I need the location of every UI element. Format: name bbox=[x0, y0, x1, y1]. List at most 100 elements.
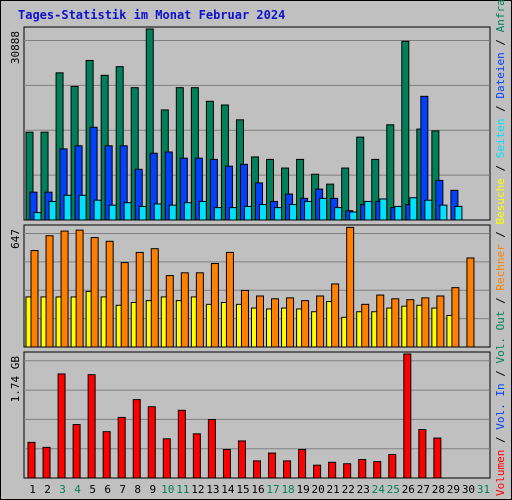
bar-rechner-7 bbox=[120, 262, 129, 348]
day-label-21: 21 bbox=[327, 483, 340, 496]
bar-rechner-9 bbox=[150, 248, 159, 348]
legend-6: Rechner bbox=[494, 244, 507, 291]
day-label-9: 9 bbox=[149, 483, 156, 496]
bar-seiten-18 bbox=[289, 204, 298, 221]
bar-seiten-12 bbox=[198, 200, 207, 221]
bar-volumen-2 bbox=[42, 446, 51, 479]
day-label-2: 2 bbox=[44, 483, 51, 496]
bar-volumen-27 bbox=[418, 429, 427, 479]
y-max-label: 30888 bbox=[9, 31, 22, 64]
bar-rechner-11 bbox=[180, 272, 189, 348]
bar-seiten-15 bbox=[243, 205, 252, 221]
bar-seiten-3 bbox=[63, 194, 72, 221]
day-label-5: 5 bbox=[89, 483, 96, 496]
bar-rechner-30 bbox=[466, 257, 475, 348]
bar-seiten-7 bbox=[123, 202, 132, 221]
bar-rechner-26 bbox=[406, 299, 415, 348]
day-label-13: 13 bbox=[206, 483, 219, 496]
bar-seiten-23 bbox=[364, 200, 373, 221]
bar-seiten-9 bbox=[153, 203, 162, 221]
bar-volumen-26 bbox=[403, 353, 412, 479]
bar-volumen-13 bbox=[207, 419, 216, 479]
bar-anfragen-26 bbox=[401, 40, 410, 221]
bar-rechner-29 bbox=[451, 287, 460, 348]
day-label-15: 15 bbox=[236, 483, 249, 496]
bar-volumen-10 bbox=[162, 438, 171, 479]
day-label-27: 27 bbox=[417, 483, 430, 496]
bar-seiten-19 bbox=[304, 200, 313, 221]
day-label-18: 18 bbox=[281, 483, 294, 496]
legend-14: Anfragen bbox=[494, 0, 507, 32]
day-label-17: 17 bbox=[266, 483, 279, 496]
y-max-label: 1.74 GB bbox=[9, 356, 22, 403]
bar-volumen-7 bbox=[117, 416, 126, 479]
legend-12: Dateien bbox=[494, 52, 507, 98]
day-label-12: 12 bbox=[191, 483, 204, 496]
day-label-29: 29 bbox=[447, 483, 460, 496]
bar-rechner-21 bbox=[331, 283, 340, 348]
bar-seiten-4 bbox=[78, 194, 87, 221]
bar-volumen-22 bbox=[343, 463, 352, 479]
bar-volumen-15 bbox=[237, 440, 246, 479]
day-label-6: 6 bbox=[104, 483, 111, 496]
bar-rechner-4 bbox=[75, 229, 84, 348]
legend-3: / bbox=[494, 364, 507, 384]
bar-seiten-2 bbox=[48, 200, 57, 221]
bar-volumen-28 bbox=[433, 437, 442, 479]
bar-rechner-16 bbox=[255, 295, 264, 348]
bar-seiten-8 bbox=[138, 205, 147, 221]
bar-volumen-16 bbox=[252, 460, 261, 479]
bar-volumen-5 bbox=[87, 374, 96, 479]
legend-9: / bbox=[494, 158, 507, 178]
page-title: Tages-Statistik im Monat Februar 2024 bbox=[18, 8, 286, 22]
bar-volumen-6 bbox=[102, 431, 111, 479]
day-label-30: 30 bbox=[462, 483, 475, 496]
bar-rechner-20 bbox=[316, 295, 325, 348]
bar-rechner-22 bbox=[346, 226, 355, 348]
legend-11: / bbox=[494, 99, 507, 119]
bar-seiten-6 bbox=[108, 204, 117, 221]
bar-rechner-19 bbox=[301, 300, 310, 348]
y-max-label: 647 bbox=[9, 229, 22, 249]
bar-rechner-17 bbox=[271, 298, 280, 348]
bar-seiten-1 bbox=[33, 212, 42, 221]
bar-rechner-13 bbox=[210, 263, 219, 348]
legend-4: Vol. Out bbox=[494, 311, 507, 364]
day-label-19: 19 bbox=[296, 483, 309, 496]
bar-volumen-12 bbox=[192, 433, 201, 479]
day-label-8: 8 bbox=[134, 483, 141, 496]
bar-seiten-29 bbox=[454, 205, 463, 221]
day-label-25: 25 bbox=[387, 483, 400, 496]
day-label-23: 23 bbox=[357, 483, 370, 496]
bar-rechner-10 bbox=[165, 275, 174, 348]
bar-rechner-25 bbox=[391, 298, 400, 348]
bar-seiten-24 bbox=[379, 198, 388, 221]
bar-volumen-8 bbox=[132, 399, 141, 479]
bar-volumen-18 bbox=[283, 460, 292, 479]
bar-seiten-26 bbox=[409, 197, 418, 221]
bar-volumen-4 bbox=[72, 424, 81, 479]
day-label-3: 3 bbox=[59, 483, 66, 496]
bar-rechner-2 bbox=[45, 235, 54, 348]
bar-seiten-10 bbox=[168, 204, 177, 221]
bar-rechner-24 bbox=[376, 294, 385, 348]
bar-rechner-15 bbox=[240, 289, 249, 348]
bar-volumen-23 bbox=[358, 458, 367, 479]
day-label-11: 11 bbox=[176, 483, 189, 496]
bar-volumen-19 bbox=[298, 448, 307, 479]
day-label-28: 28 bbox=[432, 483, 445, 496]
day-label-24: 24 bbox=[372, 483, 386, 496]
legend-13: / bbox=[494, 32, 507, 52]
panel-volume bbox=[23, 351, 491, 479]
side-legend: Volumen / Vol. In / Vol. Out / Rechner /… bbox=[494, 0, 507, 496]
day-label-10: 10 bbox=[161, 483, 174, 496]
bar-volumen-24 bbox=[373, 461, 382, 479]
bar-rechner-1 bbox=[30, 250, 39, 348]
bar-seiten-17 bbox=[274, 207, 283, 221]
day-label-4: 4 bbox=[74, 483, 81, 496]
day-label-22: 22 bbox=[342, 483, 355, 496]
legend-5: / bbox=[494, 291, 507, 311]
day-label-1: 1 bbox=[29, 483, 36, 496]
bar-rechner-8 bbox=[135, 251, 144, 348]
